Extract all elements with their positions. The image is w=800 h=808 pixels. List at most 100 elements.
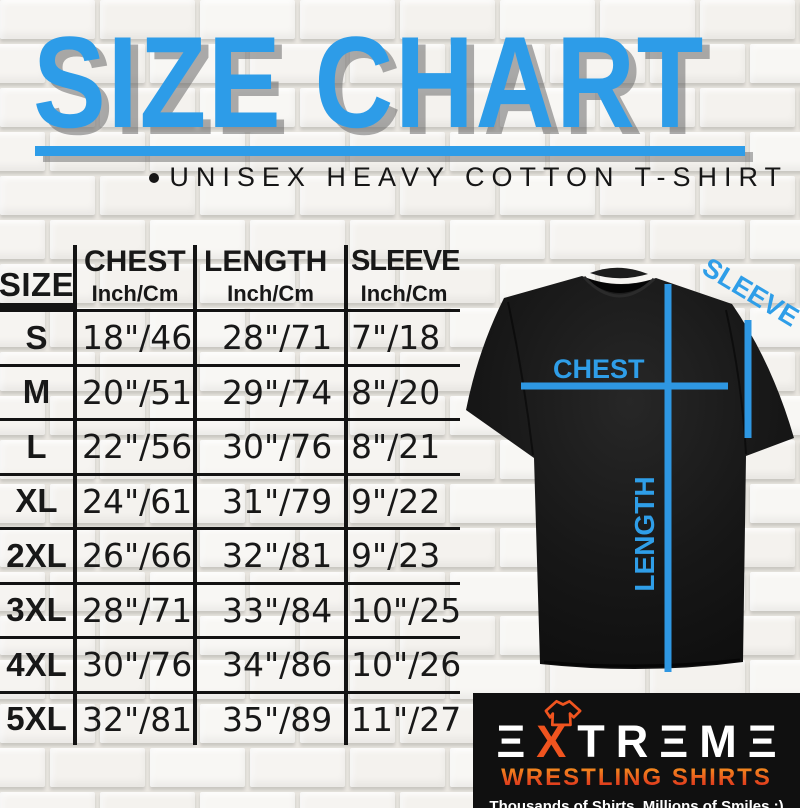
brand-x-letter: X (536, 716, 578, 767)
brick (450, 660, 545, 699)
product-subtitle: UNISEX HEAVY COTTON T-SHIRT (149, 162, 788, 193)
brick (50, 484, 145, 523)
brick (250, 308, 345, 347)
column-header-chest: CHEST Inch/Cm (77, 245, 197, 309)
length-cell: 31"/79 (197, 472, 348, 527)
brick (450, 220, 545, 259)
chest-cell: 28"/71 (77, 581, 197, 636)
brick (0, 792, 95, 808)
brick (400, 616, 495, 655)
brick (700, 88, 795, 127)
brand-line2: WRESTLING SHIRTS (501, 763, 772, 791)
brick (100, 88, 195, 127)
brick (50, 748, 145, 787)
column-header-sleeve: SLEEVE Inch/Cm (351, 245, 460, 306)
brick (350, 748, 445, 787)
brick (400, 528, 495, 567)
brick (250, 748, 345, 787)
size-cell: L (0, 418, 77, 473)
brick (350, 44, 445, 83)
brick (150, 484, 245, 523)
sleeve-cell: 9"/23 (348, 527, 460, 582)
brick (250, 220, 345, 259)
length-cell: 33"/84 (197, 581, 348, 636)
brick (700, 176, 795, 215)
brick (300, 0, 395, 39)
chest-cell: 24"/61 (77, 472, 197, 527)
brick (0, 352, 95, 391)
brick (0, 528, 95, 567)
brick (0, 704, 95, 743)
brick (100, 264, 195, 303)
brick (250, 484, 345, 523)
size-cell: 5XL (0, 690, 77, 745)
brick (100, 0, 195, 39)
size-chart-table: SIZE CHEST Inch/Cm LENGTH Inch/Cm SLEEVE… (0, 245, 461, 746)
brick (350, 396, 445, 435)
brick (750, 572, 800, 611)
brick (300, 88, 395, 127)
brick (150, 44, 245, 83)
brick (0, 220, 45, 259)
brick (200, 528, 295, 567)
sleeve-cell: 10"/25 (348, 581, 461, 637)
brick (450, 44, 545, 83)
brick (450, 484, 545, 523)
brick (750, 308, 800, 347)
length-cell: 35"/89 (197, 690, 348, 745)
brick (200, 792, 295, 808)
brick (600, 176, 695, 215)
brick (600, 88, 695, 127)
length-cell: 30"/76 (197, 418, 348, 473)
brick (650, 220, 745, 259)
size-cell: M (0, 363, 77, 418)
title-underline (35, 146, 745, 156)
brand-tagline: Thousands of Shirts. Millions of Smiles … (489, 797, 784, 808)
brick (0, 484, 45, 523)
brick (50, 220, 145, 259)
brick (0, 748, 45, 787)
brick (150, 220, 245, 259)
sleeve-cell: 8"/21 (348, 418, 460, 473)
brick (550, 220, 645, 259)
size-cell: 2XL (0, 527, 77, 582)
size-cell: 4XL (0, 636, 77, 691)
brick (0, 572, 45, 611)
length-cell: 29"/74 (197, 363, 348, 418)
sleeve-cell: 11"/27 (348, 690, 461, 746)
brick (650, 44, 745, 83)
brick (250, 396, 345, 435)
sleeve-cell: 8"/20 (348, 363, 460, 419)
brick (100, 792, 195, 808)
brick (50, 396, 145, 435)
brick (200, 0, 295, 39)
brick (600, 0, 695, 39)
brick (300, 792, 395, 808)
brick (0, 308, 45, 347)
brick (150, 396, 245, 435)
column-header-length: LENGTH Inch/Cm (197, 245, 348, 309)
brick (250, 44, 345, 83)
brick (100, 352, 195, 391)
brick (150, 308, 245, 347)
chest-label: CHEST (553, 354, 645, 384)
tshirt-graphic (466, 267, 794, 670)
brick (200, 176, 295, 215)
brick (750, 484, 800, 523)
brick (100, 176, 195, 215)
brick (400, 176, 495, 215)
sleeve-cell: 7"/18 (348, 309, 460, 364)
brick (0, 0, 95, 39)
column-header-size: SIZE (0, 245, 78, 309)
brick (350, 484, 445, 523)
brick (100, 616, 195, 655)
brick (250, 572, 345, 611)
length-cell: 32"/81 (197, 527, 348, 582)
chest-cell: 30"/76 (77, 636, 197, 691)
brand-tshirt-icon (544, 699, 582, 727)
brick (750, 44, 800, 83)
brick (500, 0, 595, 39)
brick (150, 748, 245, 787)
brick (400, 264, 495, 303)
